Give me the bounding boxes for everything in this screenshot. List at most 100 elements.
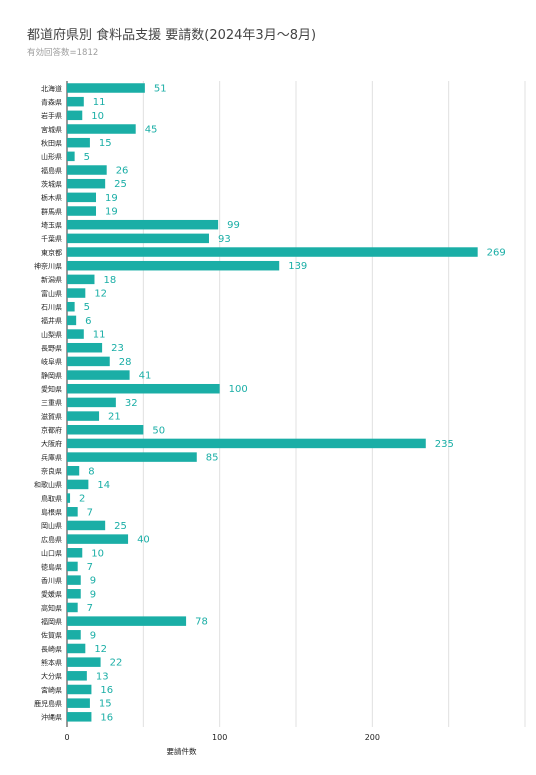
bar [67,260,280,271]
category-label: 兵庫県 [41,453,62,462]
category-label: 長崎県 [41,644,62,653]
bar [67,684,92,695]
data-label: 51 [154,84,167,95]
bar [67,671,87,681]
bar [67,520,106,531]
category-label: 福岡県 [41,617,62,626]
bar [67,438,426,449]
category-label: 新潟県 [41,275,62,284]
data-label: 25 [114,521,127,532]
bar [67,561,78,572]
bar [67,192,97,203]
data-label: 139 [288,261,307,272]
x-axis-title: 要請件数 [167,746,197,756]
category-label: 宮崎県 [41,685,62,694]
category-label: 鹿児島県 [34,699,62,708]
category-label: 東京都 [41,248,62,257]
bar [67,397,116,408]
data-label: 15 [99,699,112,710]
category-label: 和歌山県 [34,480,62,489]
data-label: 11 [93,330,106,341]
category-label: 奈良県 [41,467,62,476]
bar [67,712,92,722]
category-label: 愛媛県 [41,590,62,599]
category-label: 千葉県 [41,234,62,243]
data-label: 93 [218,234,231,245]
data-label: 15 [99,138,112,149]
category-label: 宮城県 [41,125,62,134]
x-tick-label: 100 [212,733,227,742]
data-label: 7 [87,507,93,518]
category-label: 埼玉県 [41,221,62,230]
bar [67,274,95,285]
data-label: 12 [94,289,107,300]
data-label: 28 [119,357,132,368]
x-tick-label: 0 [64,733,69,742]
bar [67,370,130,380]
bar [67,602,78,613]
data-label: 40 [137,535,150,546]
data-label: 7 [87,603,93,614]
bar [67,575,81,585]
data-label: 9 [90,589,96,600]
data-label: 5 [84,302,90,313]
data-label: 5 [84,152,90,163]
category-label: 富山県 [41,289,62,298]
bar [67,493,71,503]
category-label: 石川県 [41,304,62,312]
data-label: 6 [85,316,91,327]
data-label: 21 [108,412,121,423]
category-label: 北海道 [41,84,62,93]
data-label: 50 [152,425,165,436]
category-label: 福島県 [41,166,62,175]
category-label: 香川県 [41,576,62,585]
category-label: 青森県 [41,97,62,106]
data-label: 78 [195,617,208,628]
category-label: 茨城県 [41,179,62,188]
category-label: 群馬県 [41,207,62,216]
data-label: 45 [145,125,158,136]
data-label: 18 [103,275,116,286]
category-label: 熊本県 [41,658,62,667]
bar [67,466,80,476]
bar [67,124,136,134]
category-label: 佐賀県 [41,631,62,640]
category-label: 大分県 [41,672,62,681]
category-label: 高知県 [41,603,62,612]
category-label: 長野県 [41,345,62,353]
bar [67,342,103,353]
bar [67,110,83,121]
data-label: 8 [88,466,94,477]
bar [67,589,81,599]
bar [67,137,90,148]
data-label: 41 [139,371,152,382]
data-label: 13 [96,671,109,682]
bar [67,83,145,93]
category-label: 静岡県 [41,371,62,380]
data-label: 9 [90,576,96,587]
data-label: 99 [227,220,240,231]
category-label: 広島県 [41,535,62,544]
data-label: 14 [97,480,110,491]
data-label: 85 [206,453,219,464]
data-label: 32 [125,398,138,409]
data-label: 12 [94,644,107,655]
bar [67,247,478,257]
bar [67,151,75,162]
bar [67,507,78,517]
bar [67,206,97,216]
bar [67,548,83,558]
bar [67,329,84,339]
category-label: 栃木県 [41,193,62,202]
chart-subtitle: 有効回答数=1812 [27,48,99,58]
data-label: 16 [100,685,113,696]
bar [67,301,75,312]
bar [67,315,77,326]
x-tick-label: 200 [365,733,380,742]
data-label: 10 [91,548,104,559]
data-label: 19 [105,207,118,218]
category-label: 鳥取県 [41,494,62,503]
bar [67,643,86,654]
category-label: 岐阜県 [41,357,62,366]
